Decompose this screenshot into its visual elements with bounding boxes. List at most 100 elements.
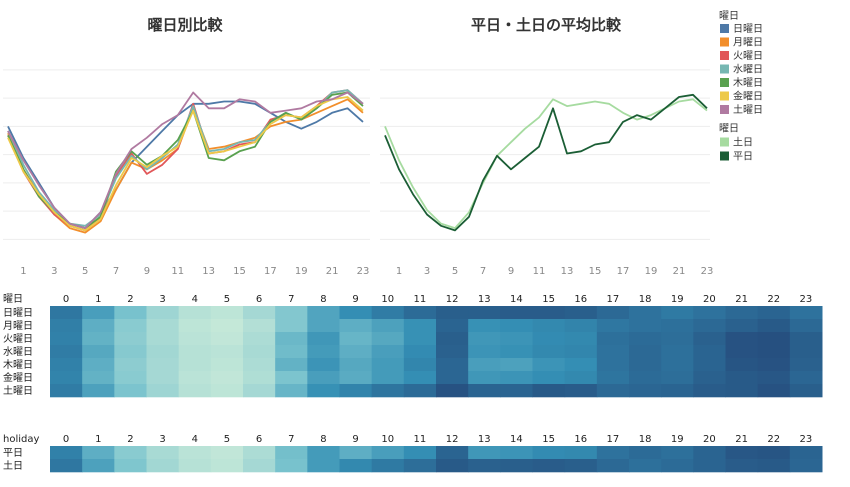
heatmap-cell	[468, 306, 501, 320]
heatmap-column-label: 20	[703, 294, 716, 305]
heatmap-cell	[178, 384, 212, 398]
heatmap-cell	[532, 306, 566, 320]
heatmap-cell	[500, 384, 533, 398]
series-line-土曜日	[7, 91, 364, 230]
heatmap-cell	[50, 332, 83, 346]
heatmap-column-label: 12	[446, 294, 459, 305]
heatmap-cell	[82, 332, 115, 346]
heatmap-cell	[210, 371, 244, 385]
heatmap-cell	[371, 371, 405, 385]
heatmap-0: 曜日 0 1 2 3 4 5 6 7 8 9 10 11 12 13 14 15 16 17 18 19 20 21 22 23…	[3, 293, 823, 398]
legend-swatch	[720, 37, 729, 47]
heatmap-cell	[532, 446, 566, 460]
heatmap-cell	[371, 319, 405, 333]
heatmap-cell	[436, 446, 469, 460]
heatmap-row-label: 平日	[3, 448, 23, 459]
heatmap-cell	[789, 446, 823, 460]
heatmap-cell	[757, 319, 791, 333]
legend-swatch	[720, 91, 729, 101]
heatmap-cell	[596, 332, 630, 346]
heatmap-cell	[693, 332, 726, 346]
heatmap-row-label: 火曜日	[3, 333, 33, 345]
heatmap-cell	[82, 446, 115, 460]
heatmap-cell	[661, 371, 694, 385]
heatmap-column-label: 2	[127, 294, 133, 305]
legend-swatch	[720, 51, 729, 60]
heatmap-cell	[757, 459, 791, 473]
heatmap-cell	[693, 446, 726, 460]
heatmap-cell	[629, 384, 662, 398]
heatmap-column-label: 10	[381, 434, 394, 445]
heatmap-cell	[146, 345, 180, 359]
heatmap-column-label: 3	[159, 294, 165, 305]
legend-swatch	[720, 24, 729, 33]
heatmap-cell	[275, 459, 308, 473]
heatmap-column-label: 9	[352, 294, 358, 305]
heatmap-cell	[436, 319, 469, 333]
heatmap-cell	[725, 371, 759, 385]
x-tick-label: 21	[326, 266, 339, 277]
heatmap-cell	[114, 306, 147, 320]
heatmap-cell	[403, 446, 437, 460]
legend-label: 金曜日	[733, 90, 763, 103]
heatmap-column-label: 15	[542, 434, 555, 445]
x-tick-label: 5	[452, 266, 458, 277]
x-tick-label: 13	[561, 266, 574, 277]
heatmap-row-label: 土日	[3, 459, 23, 472]
heatmap-column-label: 19	[671, 434, 684, 445]
heatmap-cell	[596, 459, 630, 473]
heatmap-cell	[436, 384, 469, 398]
legend-label: 木曜日	[733, 77, 763, 89]
heatmap-cell	[725, 319, 759, 333]
heatmap-cell	[629, 446, 662, 460]
heatmap-cell	[564, 446, 598, 460]
heatmap-cell	[114, 345, 147, 359]
heatmap-cell	[757, 384, 791, 398]
heatmap-cell	[50, 446, 83, 460]
heatmap-cell	[243, 371, 276, 385]
heatmap-cell	[146, 371, 180, 385]
heatmap-cell	[403, 384, 437, 398]
heatmap-cell	[564, 332, 598, 346]
heatmap-cell	[629, 459, 662, 473]
heatmap-column-label: 18	[639, 294, 652, 305]
heatmap-cell	[532, 332, 566, 346]
heatmap-cell	[629, 332, 662, 346]
heatmap-column-label: 21	[735, 434, 748, 445]
heatmap-column-label: 8	[320, 434, 326, 445]
heatmap-cell	[339, 358, 373, 372]
heatmap-cell	[371, 446, 405, 460]
heatmap-row-header: holiday	[3, 434, 39, 445]
heatmap-cell	[307, 345, 340, 359]
heatmap-cell	[725, 459, 759, 473]
legend-title-weekday: 曜日	[719, 10, 739, 22]
heatmap-cell	[82, 459, 115, 473]
legend-label: 火曜日	[733, 50, 763, 62]
x-tick-label: 19	[645, 266, 658, 277]
heatmap-column-label: 8	[320, 294, 326, 305]
heatmap-row-label: 日曜日	[3, 307, 33, 319]
legend-label: 日曜日	[733, 23, 763, 35]
heatmap-column-label: 15	[542, 294, 555, 305]
heatmap-row-label: 木曜日	[3, 359, 33, 371]
heatmap-cell	[178, 459, 212, 473]
heatmap-column-label: 7	[288, 294, 294, 305]
heatmap-cell	[757, 345, 791, 359]
heatmap-cell	[243, 384, 276, 398]
heatmap-column-label: 0	[63, 294, 69, 305]
heatmap-cell	[532, 371, 566, 385]
heatmap-cell	[789, 345, 823, 359]
heatmap-1: holiday 0 1 2 3 4 5 6 7 8 9 10 11 12 13 14 15 16 17 18 19 20 2…	[3, 434, 823, 473]
x-tick-label: 17	[617, 266, 630, 277]
heatmap-column-label: 10	[381, 294, 394, 305]
heatmap-cell	[243, 358, 276, 372]
heatmap-column-label: 0	[63, 434, 69, 445]
heatmap-cell	[403, 371, 437, 385]
heatmap-cell	[564, 371, 598, 385]
heatmap-cell	[178, 332, 212, 346]
heatmap-cell	[596, 345, 630, 359]
heatmap-cell	[50, 345, 83, 359]
x-tick-label: 15	[233, 266, 246, 277]
heatmap-cell	[210, 306, 244, 320]
heatmap-cell	[596, 319, 630, 333]
